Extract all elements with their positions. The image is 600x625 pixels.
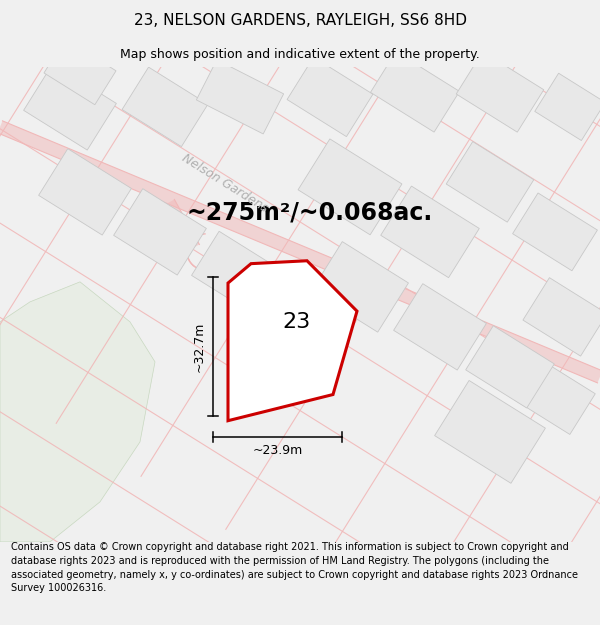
Polygon shape <box>113 189 206 275</box>
Polygon shape <box>381 186 479 278</box>
Text: Nelson Gardens: Nelson Gardens <box>179 151 271 215</box>
Polygon shape <box>196 60 284 134</box>
Polygon shape <box>456 52 544 132</box>
Polygon shape <box>228 261 357 421</box>
Polygon shape <box>23 64 116 150</box>
Text: ~275m²/~0.068ac.: ~275m²/~0.068ac. <box>187 200 433 224</box>
Text: ~23.9m: ~23.9m <box>253 444 302 457</box>
Polygon shape <box>523 278 600 356</box>
Polygon shape <box>122 67 208 147</box>
Polygon shape <box>166 199 199 249</box>
Polygon shape <box>515 359 595 434</box>
Polygon shape <box>287 57 373 137</box>
Polygon shape <box>446 142 534 222</box>
Polygon shape <box>0 121 600 383</box>
Polygon shape <box>535 73 600 141</box>
Text: 23, NELSON GARDENS, RAYLEIGH, SS6 8HD: 23, NELSON GARDENS, RAYLEIGH, SS6 8HD <box>133 13 467 28</box>
Polygon shape <box>512 193 598 271</box>
Polygon shape <box>370 52 460 132</box>
Polygon shape <box>0 282 155 542</box>
Polygon shape <box>298 139 402 235</box>
Polygon shape <box>191 231 278 312</box>
Text: ~32.7m: ~32.7m <box>193 321 205 372</box>
Polygon shape <box>466 326 554 408</box>
Polygon shape <box>38 149 131 235</box>
Polygon shape <box>311 242 409 332</box>
Text: 23: 23 <box>282 312 310 332</box>
Polygon shape <box>44 39 116 105</box>
Polygon shape <box>394 284 487 370</box>
Text: Contains OS data © Crown copyright and database right 2021. This information is : Contains OS data © Crown copyright and d… <box>11 542 578 593</box>
Text: Map shows position and indicative extent of the property.: Map shows position and indicative extent… <box>120 48 480 61</box>
Polygon shape <box>434 381 545 483</box>
Polygon shape <box>244 299 337 385</box>
